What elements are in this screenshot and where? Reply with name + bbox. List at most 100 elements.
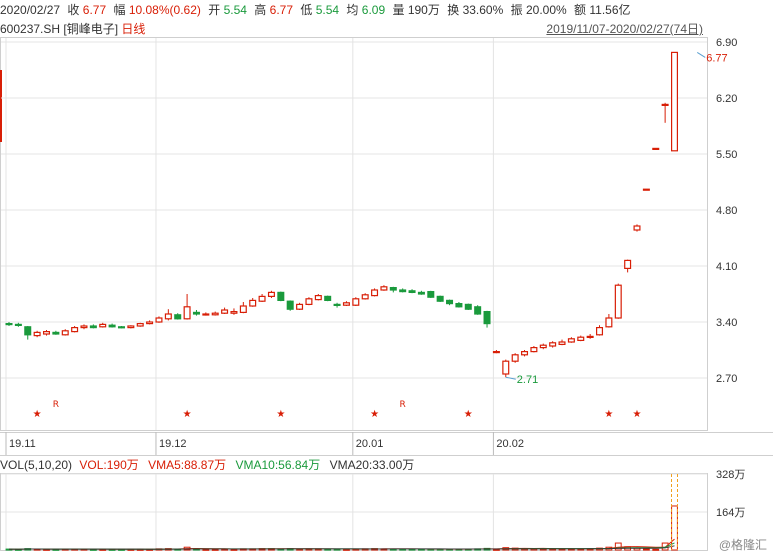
candle-body (5, 323, 13, 326)
volume-tick-label: 328万 (716, 469, 745, 481)
candle-body (577, 336, 585, 342)
candle-body (605, 317, 613, 328)
candle-body (117, 326, 125, 329)
star-marker: ★ (276, 409, 285, 420)
candle-body (521, 351, 529, 356)
candle-body (549, 342, 557, 347)
volume-bar (671, 505, 678, 551)
candle-body (492, 351, 500, 354)
vma20-value: VMA20:33.00万 (329, 458, 415, 472)
volume-tick-label: 164万 (716, 507, 745, 519)
candle-body (99, 323, 107, 328)
volume-ma-line (8, 542, 675, 550)
candle-body (530, 347, 538, 353)
candle-body (202, 313, 210, 316)
turnover-value: 33.60% (462, 3, 504, 17)
candle-body (61, 330, 69, 336)
candle-body (661, 103, 669, 107)
candle-body (258, 295, 266, 302)
candle-body (305, 298, 313, 305)
open-value: 5.54 (223, 3, 247, 17)
candle-body (183, 306, 191, 320)
candle-body (652, 147, 660, 150)
candle-body (314, 295, 322, 301)
candle-body (539, 344, 547, 349)
candle-body (614, 284, 622, 319)
security-code: 600237.SH (0, 22, 61, 36)
price-tick-label: 2.70 (716, 373, 737, 385)
price-tick-label: 5.50 (716, 149, 737, 161)
candle-body (42, 331, 50, 335)
price-panel-frame (0, 37, 708, 431)
candle-body (33, 331, 41, 337)
turnover-label: 换 (447, 3, 460, 17)
watermark: @格隆汇 (718, 538, 767, 552)
volume-ma-line (8, 545, 675, 550)
security-info: 600237.SH [铜峰电子] 日线 (0, 20, 773, 38)
date-tick-label: 20.01 (356, 438, 384, 450)
candle-body (483, 311, 491, 325)
candle-body (436, 295, 444, 302)
low-label: 低 (300, 3, 313, 17)
candle-body (464, 303, 472, 310)
candle-body (333, 303, 341, 306)
candle-body (211, 312, 219, 316)
high-label: 高 (254, 3, 267, 17)
r-marker: R (400, 400, 406, 410)
star-marker: ★ (33, 409, 42, 420)
star-marker: ★ (370, 409, 379, 420)
candle-body (417, 291, 425, 295)
volume-legend: VOL(5,10,20) VOL:190万 VMA5:88.87万 VMA10:… (0, 456, 414, 474)
candle-body (286, 300, 294, 310)
date-tick-label: 19.11 (9, 438, 36, 450)
volume-bar (614, 542, 622, 551)
amount-label: 额 (574, 3, 587, 17)
high-annotation-leader (696, 51, 706, 58)
candle-body (371, 289, 379, 297)
candle-body (80, 325, 88, 329)
candle-body (89, 325, 97, 329)
security-name: [铜峰电子] (63, 22, 119, 36)
price-tick-label: 4.10 (716, 261, 737, 273)
price-tick-label: 6.20 (716, 93, 737, 105)
volume-value: 190万 (407, 3, 440, 17)
low-annotation-label: 2.71 (517, 374, 538, 386)
volume-bar (661, 542, 669, 551)
candle-body (155, 317, 163, 323)
candle-body (380, 286, 388, 291)
period-label[interactable]: 日线 (121, 22, 146, 36)
star-marker: ★ (464, 409, 473, 420)
candle-body (670, 51, 679, 152)
candle-body (296, 303, 304, 310)
candle-body (361, 294, 369, 300)
candle-body (192, 311, 200, 315)
price-tick-label: 4.80 (716, 205, 737, 217)
candle-body (633, 225, 641, 231)
candle-body (408, 290, 416, 293)
amplitude-label: 振 (510, 3, 523, 17)
volume-label: 量 (392, 3, 405, 17)
date-tick-label: 19.12 (159, 438, 187, 450)
candle-body (277, 291, 285, 301)
close-label: 收 (67, 3, 80, 17)
change-value: 10.08%(0.62) (128, 3, 201, 17)
volume-bar (652, 548, 660, 551)
star-marker: ★ (633, 409, 642, 420)
candle-body (267, 291, 275, 297)
volume-indicator[interactable]: VOL(5,10,20) (0, 458, 73, 472)
open-label: 开 (208, 3, 221, 17)
candle-body (174, 314, 182, 320)
candle-body (596, 327, 604, 336)
candle-body (249, 299, 257, 307)
candle-body (567, 338, 575, 343)
quote-date: 2020/02/27 (0, 3, 61, 17)
candle-body (230, 311, 238, 314)
candle-body (342, 302, 350, 306)
avg-value: 6.09 (361, 3, 386, 17)
candle-body (642, 188, 650, 191)
amount-value: 11.56亿 (589, 3, 631, 17)
price-tick-label: 6.90 (716, 37, 737, 49)
close-value: 6.77 (82, 3, 107, 17)
candle-body (474, 306, 482, 315)
